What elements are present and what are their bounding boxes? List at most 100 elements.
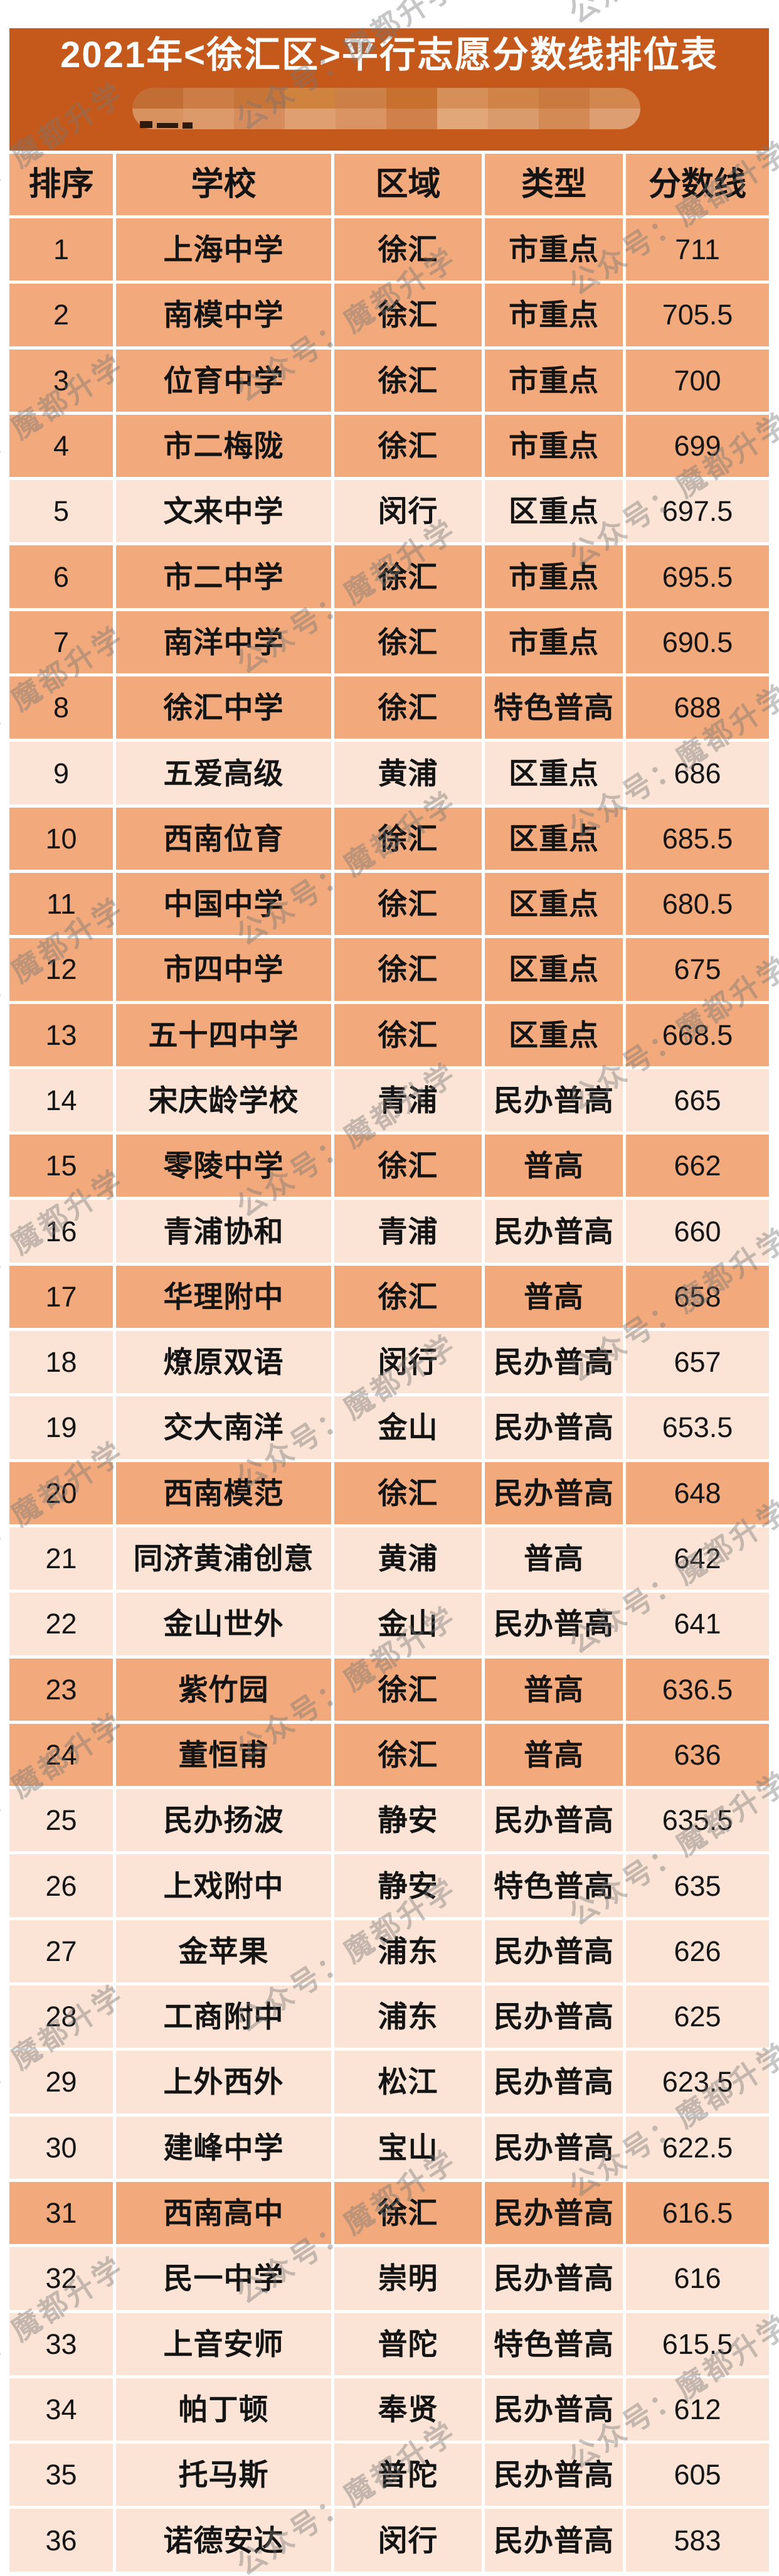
district-cell: 金山 — [334, 1593, 482, 1655]
type-cell: 民办普高 — [485, 1462, 623, 1524]
type-cell: 市重点 — [485, 218, 623, 281]
school-cell: 西南模范 — [116, 1462, 331, 1524]
score-cell: 605 — [626, 2444, 769, 2506]
district-cell: 普陀 — [334, 2312, 482, 2375]
type-cell: 市重点 — [485, 611, 623, 674]
district-cell: 徐汇 — [334, 2181, 482, 2245]
rank-cell: 33 — [9, 2312, 113, 2375]
type-cell: 民办普高 — [485, 1331, 623, 1394]
type-cell: 民办普高 — [485, 2116, 623, 2179]
school-cell: 金苹果 — [116, 1920, 331, 1983]
header-cell: 学校 — [116, 154, 331, 215]
district-cell: 徐汇 — [334, 1462, 482, 1524]
score-cell: 660 — [626, 1200, 769, 1263]
district-cell: 静安 — [334, 1789, 482, 1852]
type-cell: 市重点 — [485, 284, 623, 346]
rank-cell: 24 — [9, 1723, 113, 1787]
school-cell: 青浦协和 — [116, 1200, 331, 1263]
school-cell: 董恒甫 — [116, 1723, 331, 1787]
mosaic-block — [488, 109, 539, 129]
rank-cell: 2 — [9, 284, 113, 346]
mosaic-block — [336, 109, 386, 129]
rank-cell: 11 — [9, 872, 113, 936]
title-banner: 2021年<徐汇区>平行志愿分数线排位表 — [9, 28, 769, 151]
score-cell: 625 — [626, 1985, 769, 2048]
score-cell: 690.5 — [626, 611, 769, 674]
mosaic-block — [488, 88, 539, 109]
rank-cell: 8 — [9, 676, 113, 739]
school-cell: 建峰中学 — [116, 2116, 331, 2179]
rank-cell: 36 — [9, 2509, 113, 2572]
district-cell: 浦东 — [334, 1920, 482, 1983]
rank-cell: 23 — [9, 1658, 113, 1721]
type-cell: 区重点 — [485, 742, 623, 804]
censored-blur-block — [132, 88, 640, 129]
school-cell: 工商附中 — [116, 1985, 331, 2048]
type-cell: 特色普高 — [485, 2312, 623, 2375]
score-cell: 583 — [626, 2509, 769, 2572]
district-cell: 徐汇 — [334, 545, 482, 608]
type-cell: 特色普高 — [485, 1854, 623, 1917]
district-cell: 徐汇 — [334, 284, 482, 346]
school-cell: 市二中学 — [116, 545, 331, 608]
district-cell: 徐汇 — [334, 1723, 482, 1787]
score-cell: 615.5 — [626, 2312, 769, 2375]
type-cell: 民办普高 — [485, 2181, 623, 2245]
type-cell: 市重点 — [485, 349, 623, 412]
rank-cell: 7 — [9, 611, 113, 674]
rank-cell: 3 — [9, 349, 113, 412]
type-cell: 普高 — [485, 1135, 623, 1197]
school-cell: 托马斯 — [116, 2444, 331, 2506]
mosaic-block — [234, 109, 285, 129]
score-cell: 685.5 — [626, 807, 769, 870]
school-cell: 西南高中 — [116, 2181, 331, 2245]
school-cell: 华理附中 — [116, 1265, 331, 1328]
score-table: 排序 学校 区域 类型 分数线 1 上海中学 徐汇 市重点 711 2 南模中学 徐汇 市重点 705.5 3… — [9, 154, 769, 2572]
score-cell: 653.5 — [626, 1396, 769, 1459]
score-cell: 616.5 — [626, 2181, 769, 2245]
censored-text-remnant — [157, 123, 178, 128]
score-cell: 695.5 — [626, 545, 769, 608]
district-cell: 徐汇 — [334, 1135, 482, 1197]
watermark-text: 公众号：魔都升学 — [559, 0, 779, 32]
district-cell: 徐汇 — [334, 1658, 482, 1721]
rank-cell: 18 — [9, 1331, 113, 1394]
type-cell: 市重点 — [485, 545, 623, 608]
type-cell: 区重点 — [485, 872, 623, 936]
rank-cell: 31 — [9, 2181, 113, 2245]
score-cell: 623.5 — [626, 2051, 769, 2114]
rank-cell: 16 — [9, 1200, 113, 1263]
mosaic-block — [590, 88, 640, 109]
district-cell: 闵行 — [334, 1331, 482, 1394]
type-cell: 民办普高 — [485, 2378, 623, 2441]
school-cell: 中国中学 — [116, 872, 331, 936]
district-cell: 徐汇 — [334, 807, 482, 870]
school-cell: 燎原双语 — [116, 1331, 331, 1394]
type-cell: 区重点 — [485, 1003, 623, 1066]
type-cell: 区重点 — [485, 807, 623, 870]
score-cell: 626 — [626, 1920, 769, 1983]
mosaic-block — [132, 88, 183, 109]
type-cell: 民办普高 — [485, 1593, 623, 1655]
type-cell: 民办普高 — [485, 1985, 623, 2048]
score-cell: 668.5 — [626, 1003, 769, 1066]
district-cell: 宝山 — [334, 2116, 482, 2179]
district-cell: 徐汇 — [334, 1003, 482, 1066]
school-cell: 南模中学 — [116, 284, 331, 346]
mosaic-block — [539, 109, 590, 129]
type-cell: 民办普高 — [485, 2051, 623, 2114]
score-cell: 636.5 — [626, 1658, 769, 1721]
school-cell: 零陵中学 — [116, 1135, 331, 1197]
rank-cell: 22 — [9, 1593, 113, 1655]
rank-cell: 15 — [9, 1135, 113, 1197]
district-cell: 徐汇 — [334, 414, 482, 478]
page-title: 2021年<徐汇区>平行志愿分数线排位表 — [60, 35, 718, 75]
district-cell: 黄浦 — [334, 1527, 482, 1590]
school-cell: 民办扬波 — [116, 1789, 331, 1852]
district-cell: 普陀 — [334, 2444, 482, 2506]
mosaic-block — [437, 109, 488, 129]
mosaic-block — [590, 109, 640, 129]
district-cell: 徐汇 — [334, 872, 482, 936]
score-cell: 616 — [626, 2247, 769, 2310]
district-cell: 徐汇 — [334, 349, 482, 412]
